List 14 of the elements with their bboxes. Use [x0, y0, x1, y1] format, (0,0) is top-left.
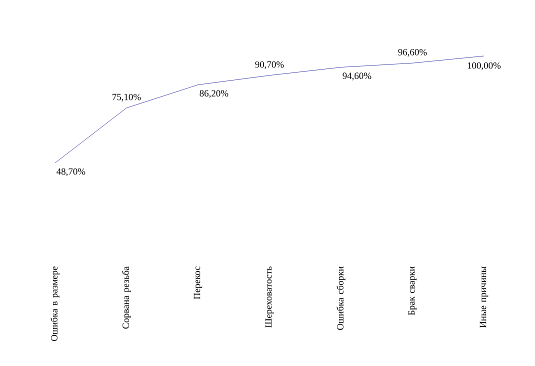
data-label: 100,00%	[468, 62, 501, 70]
data-label: 94,60%	[342, 72, 372, 80]
x-tick-label: Ошибка сборки	[336, 266, 346, 330]
x-tick-label: Ошибка в размере	[50, 266, 60, 341]
x-tick-label: Перекос	[194, 266, 202, 300]
x-tick-label: Иные причины	[480, 266, 488, 328]
data-label: 86,20%	[200, 90, 228, 98]
data-label: 48,70%	[56, 168, 86, 176]
x-tick-label: Брак сварки	[408, 266, 417, 316]
data-label: 96,60%	[398, 48, 427, 57]
x-tick-label: Сорвана резьба	[122, 266, 131, 329]
data-label: 75,10%	[112, 94, 141, 102]
x-tick-label: Шереховатость	[265, 266, 274, 328]
data-label: 90,70%	[255, 61, 284, 70]
